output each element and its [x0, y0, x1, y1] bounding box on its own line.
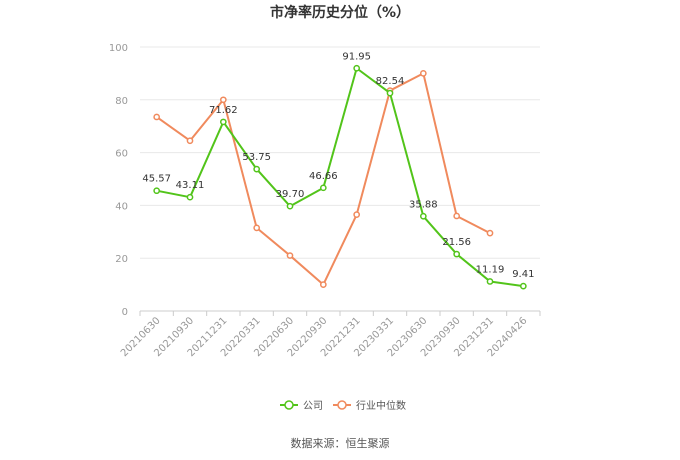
- series-point: [319, 184, 327, 192]
- series-line: [156, 67, 524, 288]
- data-label: 46.66: [309, 171, 338, 182]
- series-point: [353, 64, 361, 72]
- y-tick-label: 100: [109, 43, 128, 54]
- legend-label: 行业中位数: [356, 399, 406, 412]
- data-label: 91.95: [342, 51, 371, 62]
- x-axis: 2021063020210930202112312022033120220630…: [119, 310, 541, 359]
- series-point: [486, 229, 494, 237]
- data-labels: 45.57 43.11 71.62 53.75 39.70 46.66 91.95 82.54…: [142, 51, 534, 280]
- series-point: [253, 165, 261, 173]
- series-point: [186, 193, 194, 201]
- series-point: [453, 212, 461, 220]
- series-layer: [153, 64, 527, 290]
- legend[interactable]: 公司 行业中位数: [280, 399, 406, 412]
- y-tick-label: 20: [115, 254, 128, 265]
- data-label: 45.57: [142, 174, 171, 185]
- legend-marker: [284, 400, 294, 410]
- legend-item[interactable]: 行业中位数: [333, 399, 406, 412]
- data-label: 82.54: [376, 76, 405, 87]
- y-tick-label: 40: [115, 201, 128, 212]
- data-label: 43.11: [176, 180, 205, 191]
- series-point: [219, 118, 227, 126]
- data-label: 35.88: [409, 199, 438, 210]
- series-point: [353, 211, 361, 218]
- y-tick-label: 80: [115, 96, 128, 107]
- grid-lines: [140, 46, 540, 259]
- series-point: [419, 70, 427, 77]
- data-label: 21.56: [442, 237, 471, 248]
- data-label: 39.70: [276, 189, 305, 200]
- series-point: [486, 278, 494, 285]
- data-label: 9.41: [512, 269, 534, 280]
- data-label: 53.75: [242, 152, 271, 163]
- series-point: [453, 250, 461, 258]
- chart-title: 市净率历史分位（%）: [270, 4, 410, 21]
- y-axis-ticks: 0 20 40 60 80 100: [109, 43, 128, 318]
- series-point: [319, 281, 327, 288]
- series-point: [519, 282, 527, 290]
- data-label: 11.19: [476, 264, 505, 275]
- data-label: 71.62: [209, 105, 238, 116]
- series-point: [286, 202, 294, 210]
- series-point: [219, 96, 227, 104]
- series-point: [386, 89, 394, 97]
- legend-label: 公司: [303, 401, 323, 412]
- y-tick-label: 0: [122, 307, 128, 318]
- series-point: [153, 113, 161, 121]
- series-point: [419, 212, 427, 220]
- series-point: [153, 187, 161, 195]
- y-tick-label: 60: [115, 149, 128, 160]
- legend-marker: [337, 400, 347, 410]
- series-point: [286, 252, 294, 259]
- series-point: [253, 224, 261, 232]
- series-point: [186, 137, 194, 145]
- legend-item[interactable]: 公司: [280, 400, 323, 412]
- source-note: 数据来源：恒生聚源: [291, 436, 390, 450]
